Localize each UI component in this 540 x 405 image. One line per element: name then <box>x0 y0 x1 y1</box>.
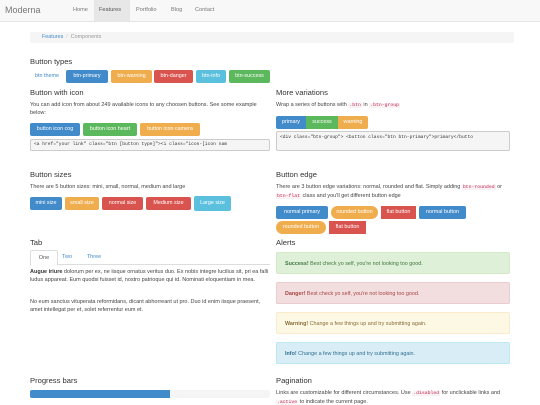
navbar <box>0 0 540 22</box>
crumb-current: Components <box>63 34 101 40</box>
brand[interactable]: Moderna <box>5 5 41 15</box>
tab[interactable]: Two <box>61 254 73 260</box>
text: Best check yo self, you're not looking t… <box>308 261 423 267</box>
button[interactable]: button icon cog <box>30 123 80 136</box>
text: Best check yo self, you're not looking t… <box>305 291 420 297</box>
inline-code: .btn-group <box>369 103 401 108</box>
button[interactable]: small size <box>65 197 99 210</box>
nav-link[interactable]: Home <box>73 7 88 13</box>
button[interactable]: button icon heart <box>83 123 137 136</box>
nav-link[interactable]: Features <box>94 0 130 21</box>
heading: Button with icon <box>30 88 84 97</box>
button[interactable]: mini size <box>30 197 62 210</box>
strong: Success! <box>285 261 309 267</box>
button[interactable]: btn-info <box>196 70 226 83</box>
button[interactable]: flat button <box>329 221 366 234</box>
strong: Warning! <box>285 321 309 327</box>
button[interactable]: btn theme <box>35 73 59 79</box>
button[interactable]: primary <box>276 116 306 129</box>
inline-code: btn-rounded <box>461 185 496 190</box>
alert-info: Info! Change a few things up and try sub… <box>276 342 510 364</box>
button[interactable]: Large size <box>194 196 231 211</box>
paragraph: No eum sanctus vituperata reformidans, d… <box>30 299 261 313</box>
button[interactable]: Medium size <box>146 197 191 210</box>
heading: Tab <box>30 238 43 247</box>
tab[interactable]: One <box>30 250 58 266</box>
text: Change a few things up and try submittin… <box>308 321 427 327</box>
alert-danger: Danger! Best check yo self, you're not l… <box>276 282 510 304</box>
button[interactable]: btn-warning <box>111 70 152 83</box>
paragraph: Links are customizable for different cir… <box>276 389 516 405</box>
button[interactable]: rounded button <box>331 206 378 219</box>
heading: Button sizes <box>30 170 72 179</box>
text: There are 3 button edge variations: norm… <box>276 184 462 190</box>
text: in <box>361 102 370 108</box>
button[interactable]: flat button <box>381 206 416 219</box>
strong: Augue iriure <box>30 269 63 275</box>
nav-link[interactable]: Portfolio <box>136 7 157 13</box>
paragraph: Augue iriure dolorum per ex, ne iisque o… <box>30 268 270 284</box>
button[interactable]: button icon camera <box>140 123 200 136</box>
heading: Progress bars <box>30 376 78 385</box>
code-block: <a href="your link" class="btn [button t… <box>30 139 270 151</box>
nav-link[interactable]: Blog <box>171 7 183 13</box>
button[interactable]: btn-danger <box>154 70 193 83</box>
text: or <box>495 184 502 190</box>
inline-code: .disabled <box>412 391 441 396</box>
button[interactable]: normal button <box>419 206 466 219</box>
code-block: <div class="btn-group"> <button class="b… <box>276 131 510 151</box>
button[interactable]: normal primary <box>276 206 328 219</box>
inline-code: .btn <box>348 103 362 108</box>
strong: Danger! <box>285 291 306 297</box>
paragraph: There are 3 button edge variations: norm… <box>276 183 510 201</box>
button[interactable]: success <box>306 116 338 129</box>
button[interactable]: btn-success <box>229 70 270 83</box>
text: for unclickable links and <box>440 390 501 396</box>
button[interactable]: btn-primary <box>66 70 108 83</box>
button[interactable]: warning <box>338 116 368 129</box>
heading: Button types <box>30 57 73 66</box>
text: dolorum per ex, ne iisque ornatus veritu… <box>30 269 269 283</box>
alert-success: Success! Best check yo self, you're not … <box>276 252 510 274</box>
text: class and you'll get different button ed… <box>301 193 401 199</box>
paragraph: You can add icon from about 249 availabl… <box>30 102 257 116</box>
progress-bar <box>30 390 170 398</box>
paragraph: There are 5 button sizes: mini, small, n… <box>30 184 186 190</box>
inline-code: btn-flat <box>276 194 302 199</box>
tab[interactable]: Three <box>86 254 102 260</box>
text: Links are customizable for different cir… <box>276 390 413 396</box>
text: Change a few things up and try submittin… <box>296 351 416 357</box>
heading: Alerts <box>276 238 296 247</box>
strong: Info! <box>285 351 297 357</box>
button[interactable]: rounded button <box>276 221 326 234</box>
alert-warning: Warning! Change a few things up and try … <box>276 312 510 334</box>
heading: More variations <box>276 88 328 97</box>
paragraph: Wrap a series of buttons with .btn in .b… <box>276 101 510 110</box>
button[interactable]: normal size <box>102 197 143 210</box>
crumb-link[interactable]: Features <box>42 34 64 40</box>
text: Wrap a series of buttons with <box>276 102 349 108</box>
inline-code: .active <box>276 400 299 405</box>
heading: Pagination <box>276 376 312 385</box>
tab-line <box>30 264 270 265</box>
heading: Button edge <box>276 170 317 179</box>
text: to indicate the current page. <box>298 399 368 405</box>
nav-link[interactable]: Contact <box>195 7 215 13</box>
breadcrumb: FeaturesComponents <box>30 32 514 43</box>
